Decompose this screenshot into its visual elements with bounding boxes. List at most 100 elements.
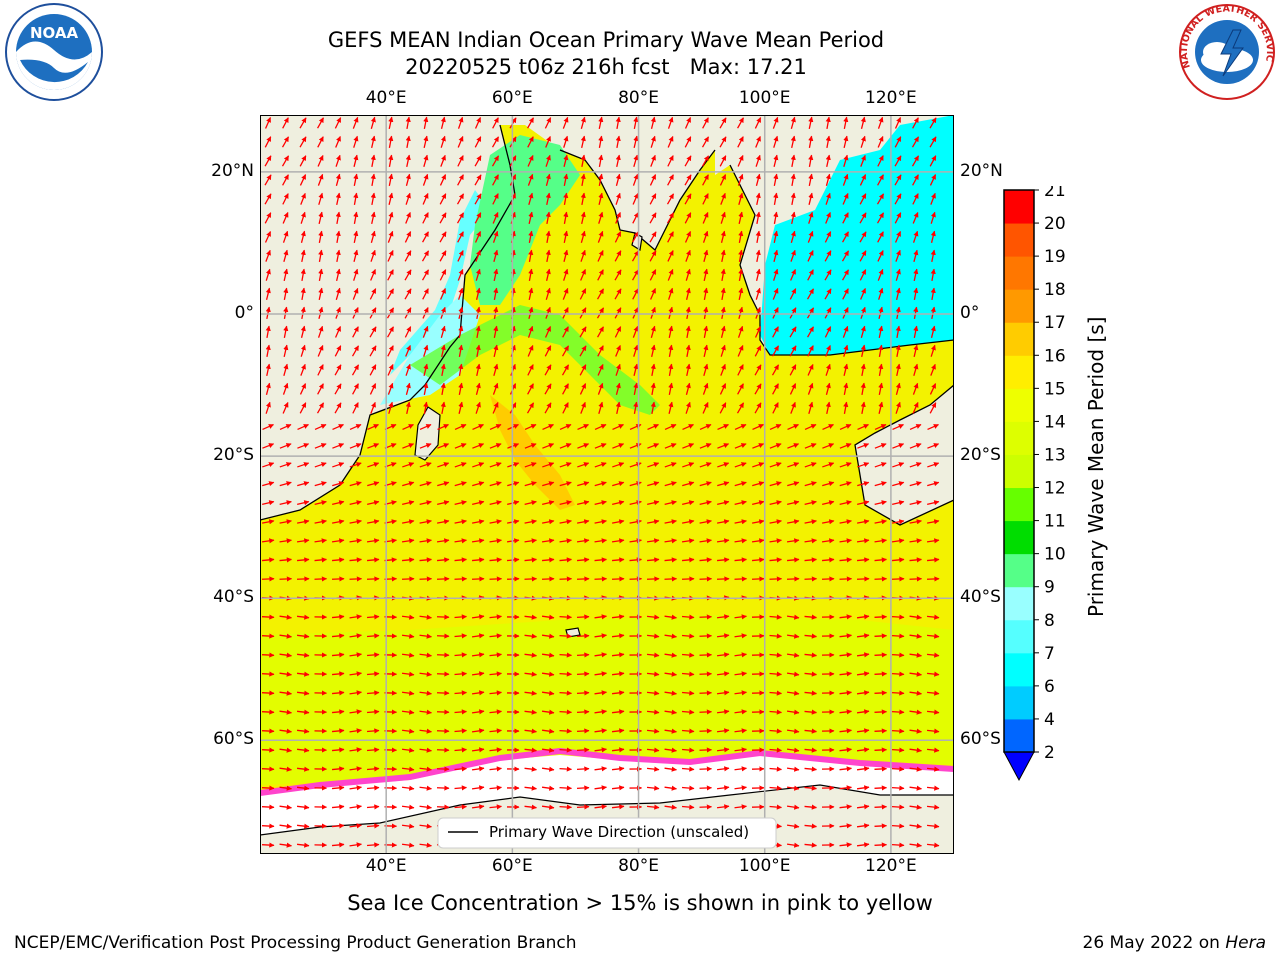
wave-arrow xyxy=(615,116,621,130)
wave-arrow xyxy=(874,423,887,431)
wave-arrow xyxy=(524,443,537,449)
wave-arrow xyxy=(524,423,537,431)
wave-arrow xyxy=(472,500,485,506)
wave-arrow xyxy=(279,443,292,449)
wave-arrow xyxy=(282,212,289,224)
wave-arrow xyxy=(699,443,712,449)
wave-arrow xyxy=(283,249,289,262)
wave-arrow xyxy=(912,193,919,205)
wave-arrow xyxy=(457,135,464,148)
wave-arrow xyxy=(562,287,569,300)
wave-arrow xyxy=(475,363,481,377)
wave-arrow xyxy=(773,211,779,225)
wave-arrow xyxy=(720,249,726,263)
wave-arrow xyxy=(807,230,814,243)
wave-arrow xyxy=(859,250,867,262)
wave-arrow xyxy=(632,173,639,186)
wave-arrow xyxy=(736,402,745,414)
lon-tick-top: 60°E xyxy=(491,88,533,108)
wave-arrow xyxy=(594,519,607,525)
wave-arrow xyxy=(824,326,832,338)
wave-arrow xyxy=(734,519,747,525)
wave-arrow xyxy=(773,230,779,244)
wave-arrow xyxy=(542,423,554,431)
wave-arrow xyxy=(895,344,901,358)
wave-arrow xyxy=(580,269,586,281)
wave-arrow xyxy=(614,250,622,262)
wave-arrow xyxy=(559,804,573,810)
wave-arrow xyxy=(456,212,465,224)
wave-arrow xyxy=(649,269,657,281)
wave-arrow xyxy=(440,382,446,396)
wave-arrow xyxy=(825,154,831,168)
wave-arrow xyxy=(577,481,590,487)
wave-arrow xyxy=(265,344,271,358)
wave-arrow xyxy=(563,173,569,187)
wave-arrow xyxy=(563,154,569,167)
wave-arrow xyxy=(614,231,622,243)
wave-arrow xyxy=(437,462,450,468)
wave-arrow xyxy=(772,287,779,300)
wave-arrow xyxy=(720,192,726,205)
wave-arrow xyxy=(318,192,324,205)
wave-arrow xyxy=(440,288,446,300)
wave-arrow xyxy=(405,116,411,130)
wave-arrow xyxy=(755,287,761,300)
wave-arrow xyxy=(279,423,292,431)
wave-arrow xyxy=(860,344,866,357)
wave-arrow xyxy=(664,576,678,582)
wave-arrow xyxy=(475,268,481,281)
wave-arrow xyxy=(318,268,324,282)
wave-arrow xyxy=(685,268,691,281)
wave-arrow xyxy=(353,154,359,167)
wave-arrow xyxy=(702,402,709,414)
wave-arrow xyxy=(576,633,590,639)
wave-arrow xyxy=(930,211,936,224)
colorbar-swatch xyxy=(1004,421,1034,455)
wave-arrow xyxy=(544,326,552,338)
wave-arrow xyxy=(860,288,866,300)
wave-arrow xyxy=(930,363,936,376)
wave-arrow xyxy=(825,135,831,149)
wave-arrow xyxy=(334,402,342,414)
wave-arrow xyxy=(615,382,621,395)
wave-arrow xyxy=(387,230,394,243)
colorbar-swatch xyxy=(1004,619,1034,654)
wave-arrow xyxy=(738,287,744,300)
wave-arrow xyxy=(597,345,604,357)
wave-arrow xyxy=(911,136,920,148)
arabian-coast-cyan xyxy=(390,190,490,375)
wave-arrow xyxy=(629,500,642,506)
wave-arrow xyxy=(318,211,324,224)
wave-arrow xyxy=(563,135,569,148)
wave-arrow xyxy=(454,576,468,582)
wave-arrow xyxy=(839,519,852,525)
wave-arrow xyxy=(891,747,905,753)
wave-arrow xyxy=(891,804,905,810)
wave-arrow xyxy=(475,287,481,300)
wave-arrow xyxy=(262,500,275,506)
lon-tick-bottom: 40°E xyxy=(365,856,407,876)
wave-arrow xyxy=(559,576,573,582)
wave-arrow xyxy=(597,382,604,395)
wave-arrow xyxy=(734,576,748,582)
wave-arrow xyxy=(353,268,359,281)
wave-arrow xyxy=(542,500,555,506)
wave-arrow xyxy=(737,117,744,129)
sea-ice-edge xyxy=(260,747,954,796)
wave-arrow xyxy=(752,500,765,506)
wave-arrow xyxy=(702,230,709,243)
wave-arrow xyxy=(787,462,800,468)
wave-arrow xyxy=(894,193,902,205)
wave-arrow xyxy=(664,481,677,487)
wave-arrow xyxy=(646,576,660,582)
wave-arrow xyxy=(755,135,761,148)
wave-arrow xyxy=(405,173,411,186)
wave-arrow xyxy=(597,250,604,262)
wave-arrow xyxy=(668,382,674,396)
wave-arrow xyxy=(261,842,275,848)
wave-arrow xyxy=(684,212,692,224)
wave-arrow xyxy=(475,382,481,395)
wave-arrow xyxy=(912,174,919,186)
map-title: GEFS MEAN Indian Ocean Primary Wave Mean… xyxy=(327,28,885,52)
